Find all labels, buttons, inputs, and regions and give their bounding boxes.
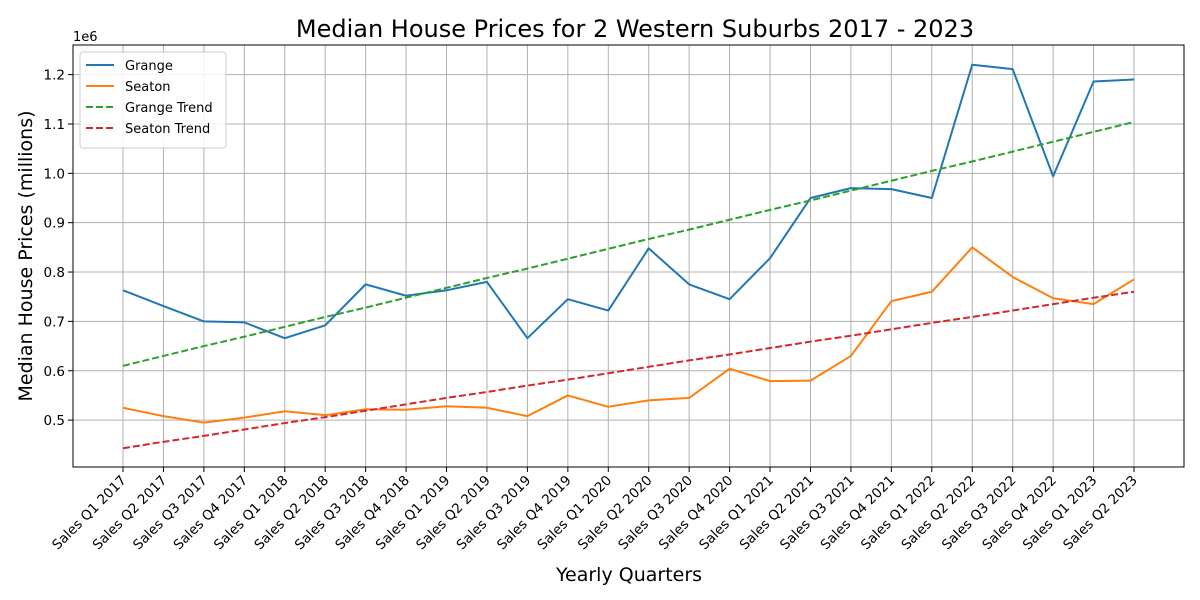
y-tick-label: 1.0 bbox=[44, 166, 65, 182]
y-axis-ticks: 0.5 0.6 0.7 0.8 0.9 1.0 1.1 1.2 bbox=[44, 68, 73, 429]
legend-label-seaton-trend: Seaton Trend bbox=[125, 122, 210, 137]
chart-title: Median House Prices for 2 Western Suburb… bbox=[296, 15, 974, 43]
legend: Grange Seaton Grange Trend Seaton Trend bbox=[79, 51, 227, 149]
y-tick-label: 0.6 bbox=[44, 364, 65, 380]
y-tick-label: 1.2 bbox=[44, 68, 65, 84]
y-tick-label: 0.5 bbox=[44, 413, 65, 429]
x-tick-label: Sales Q2 2023 bbox=[1060, 473, 1141, 554]
legend-label-seaton: Seaton bbox=[125, 80, 171, 95]
series-lines bbox=[122, 63, 1135, 450]
grid-lines bbox=[73, 45, 1184, 467]
plot-area-frame bbox=[72, 44, 1185, 468]
y-tick-label: 1.1 bbox=[44, 117, 65, 133]
y-tick-label: 0.7 bbox=[44, 314, 65, 330]
y-axis-offset-label: 1e6 bbox=[73, 30, 98, 45]
grange-trend-line bbox=[122, 121, 1135, 367]
y-tick-label: 0.8 bbox=[44, 265, 65, 281]
seaton-line bbox=[122, 246, 1135, 424]
seaton-trend-line bbox=[122, 290, 1135, 450]
x-axis-label: Yearly Quarters bbox=[555, 564, 702, 586]
legend-label-grange-trend: Grange Trend bbox=[125, 101, 213, 116]
legend-label-grange: Grange bbox=[125, 59, 173, 74]
legend-box bbox=[79, 51, 227, 149]
grange-line bbox=[122, 63, 1135, 340]
y-tick-label: 0.9 bbox=[44, 216, 65, 232]
y-axis-label: Median House Prices (millions) bbox=[15, 110, 37, 401]
